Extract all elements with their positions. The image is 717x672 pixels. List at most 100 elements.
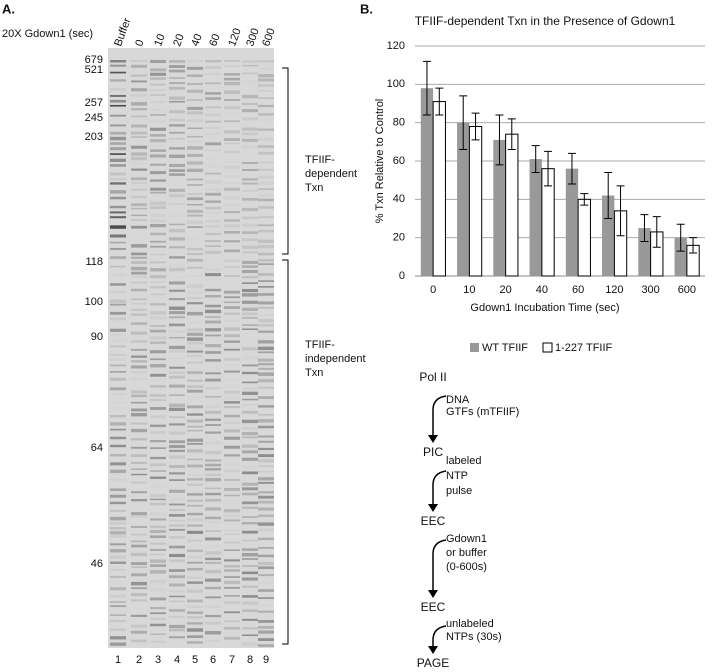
gel-band: [131, 156, 147, 161]
gel-band: [110, 594, 126, 598]
gel-band: [224, 259, 240, 263]
lane-header: 0: [133, 38, 146, 48]
gel-band: [224, 620, 240, 623]
arrow-head: [428, 435, 438, 443]
gel-band: [242, 398, 258, 401]
gel-band: [205, 424, 221, 426]
gel-band: [258, 119, 274, 121]
gel-band: [242, 521, 258, 525]
gel-band: [110, 328, 126, 332]
gel-band: [242, 387, 258, 390]
gel-band: [169, 569, 185, 572]
gel-band: [224, 390, 240, 394]
panel-label: A.: [2, 1, 15, 16]
region-label: TFIIF-: [305, 339, 335, 351]
size-marker: 118: [85, 256, 103, 268]
x-tick-label: 10: [463, 284, 475, 296]
gel-band: [242, 127, 258, 131]
gel-band: [110, 377, 126, 381]
error-bar: [531, 145, 540, 173]
gel-band: [224, 519, 240, 522]
gel-band: [224, 106, 240, 110]
gel-band: [258, 145, 274, 148]
lane-header: 40: [189, 32, 204, 48]
gel-band: [205, 200, 221, 203]
gel-band: [169, 431, 185, 435]
gel-band: [150, 144, 166, 146]
lane-header: 120: [226, 27, 244, 48]
bar: [468, 126, 483, 277]
gel-band: [242, 432, 258, 436]
gel-band: [224, 90, 240, 94]
gel-band: [150, 498, 166, 501]
gel-band: [187, 146, 203, 150]
x-tick-label: 600: [678, 284, 696, 296]
gel-band: [187, 321, 203, 324]
gel-band: [131, 630, 147, 634]
bar: [577, 198, 591, 277]
gel-band: [131, 370, 147, 374]
arrow: [432, 539, 447, 592]
gel-band: [242, 146, 258, 149]
gel-band: [187, 89, 203, 93]
gel-band: [169, 375, 185, 379]
gel-band: [131, 203, 147, 207]
gel-band: [187, 576, 203, 579]
gel-band: [169, 407, 185, 412]
step-label: PIC: [423, 445, 443, 459]
gel-band: [150, 139, 166, 143]
gel-band: [169, 479, 185, 482]
gel-band: [224, 306, 240, 309]
gel-band: [150, 633, 166, 636]
gel-band: [187, 253, 203, 256]
gel-band: [131, 145, 147, 149]
gel-band: [258, 182, 274, 185]
gel-band: [131, 225, 147, 229]
gel-band: [205, 126, 221, 129]
gel-band: [110, 311, 126, 315]
gel-band: [169, 60, 185, 63]
gel-band: [131, 275, 147, 278]
gel-band: [131, 288, 147, 292]
gel-band: [258, 477, 274, 481]
y-axis-label: % Txn Relative to Control: [374, 99, 386, 224]
gel-band: [187, 302, 203, 305]
gel-band: [187, 429, 203, 432]
gel-band: [169, 256, 185, 259]
gel-band: [169, 519, 185, 522]
gel-band: [224, 576, 240, 578]
gel-band: [169, 350, 185, 353]
size-marker: 245: [85, 112, 103, 124]
error-bar: [495, 114, 504, 166]
gel-band: [187, 258, 203, 262]
gel-band: [131, 408, 147, 412]
gel-band: [169, 316, 185, 319]
gel-band: [150, 275, 166, 279]
gel-band: [187, 332, 203, 336]
gel-band: [224, 77, 240, 81]
gel-band: [110, 543, 126, 546]
gel-band: [187, 458, 203, 461]
gel-band: [131, 308, 147, 311]
gel-band: [150, 570, 166, 574]
gel-band: [258, 239, 274, 244]
gel-band: [242, 577, 258, 581]
gel-band: [242, 618, 258, 621]
gel-band: [187, 371, 203, 375]
gel-band: [169, 600, 185, 603]
gel-band: [205, 279, 221, 281]
gel-band: [242, 627, 258, 630]
gel-band: [205, 250, 221, 254]
gel-band: [187, 443, 203, 445]
gel-band: [187, 605, 203, 609]
gel-band: [187, 111, 203, 115]
gel-band: [187, 425, 203, 428]
gel-band: [258, 286, 274, 288]
region-label: TFIIF-: [305, 154, 335, 166]
arrow-label: pulse: [446, 485, 472, 497]
gel-band: [258, 481, 274, 484]
gel-band: [150, 559, 166, 563]
gel-band: [131, 390, 147, 394]
gel-band: [187, 361, 203, 364]
gel-band: [150, 94, 166, 96]
